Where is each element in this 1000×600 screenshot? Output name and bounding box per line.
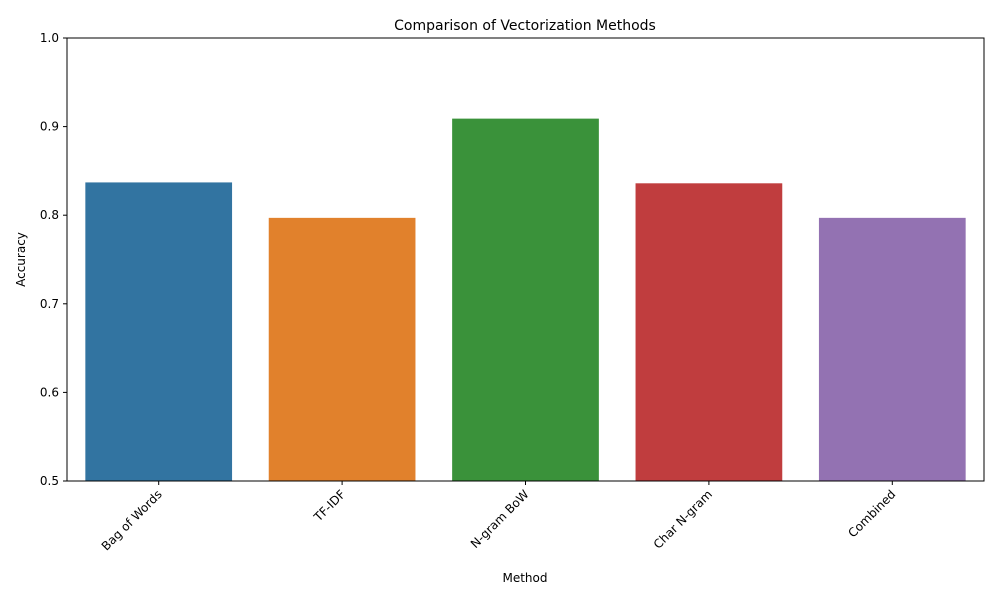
y-axis: 0.5 0.6 0.7 0.8 0.9 1.0 — [40, 31, 67, 488]
plot-frame — [66, 37, 985, 482]
y-tick-label: 0.5 — [40, 474, 59, 488]
y-tick-label: 1.0 — [40, 31, 59, 45]
bar-combined — [818, 217, 966, 481]
x-tick-label: N-gram BoW — [468, 487, 532, 551]
bar-bag-of-words — [85, 182, 233, 481]
x-tick-label: TF-IDF — [311, 487, 349, 525]
x-tick-label: Char N-gram — [651, 487, 715, 551]
bar-n-gram-bow — [452, 118, 599, 481]
x-axis-label: Method — [502, 571, 547, 585]
x-axis: Bag of Words TF-IDF N-gram BoW Char N-gram C… — [99, 481, 898, 553]
bar-char-n-gram — [635, 183, 783, 481]
y-tick-label: 0.8 — [40, 208, 59, 222]
y-tick-label: 0.6 — [40, 385, 59, 399]
x-tick-label: Combined — [845, 487, 898, 540]
y-tick-label: 0.9 — [40, 120, 59, 134]
bar-tf-idf — [268, 217, 416, 481]
bars-group — [85, 118, 966, 481]
x-tick-label: Bag of Words — [99, 487, 165, 553]
y-tick-label: 0.7 — [40, 297, 59, 311]
chart-title: Comparison of Vectorization Methods — [394, 18, 656, 34]
y-axis-label: Accuracy — [14, 232, 28, 287]
